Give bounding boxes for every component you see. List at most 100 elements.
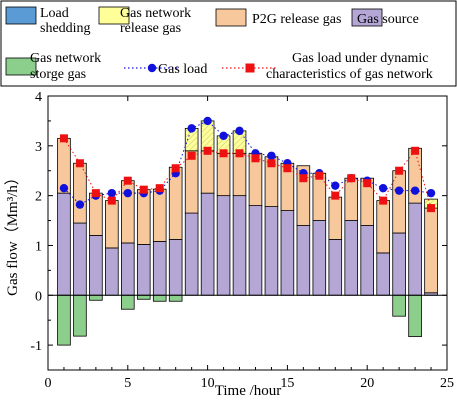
bar-gas-source-t22 <box>392 232 406 296</box>
legend: Load shedding Gas network release gas P2… <box>0 0 457 87</box>
bar-gas-source-t13 <box>248 205 263 296</box>
bar-p2g-release-gas-t19 <box>344 177 359 221</box>
y-tick-label: 4 <box>35 90 42 105</box>
bar-gas-network-storge-gas-t2 <box>73 294 87 337</box>
bar-gas-source-t23 <box>408 202 422 296</box>
point-gas-load-under-dynamic-characteristics-of-gas-network-t10 <box>203 146 212 155</box>
lines-layer <box>59 116 436 213</box>
legend-label-load-shedding-line2: shedding <box>40 21 91 36</box>
x-tick-label: 25 <box>440 376 454 391</box>
x-tick-label: 0 <box>45 376 52 391</box>
point-gas-load-t4 <box>107 188 117 198</box>
legend-label-gas-source: Gas source <box>357 12 419 27</box>
point-gas-load-under-dynamic-characteristics-of-gas-network-t15 <box>283 164 292 173</box>
point-gas-load-under-dynamic-characteristics-of-gas-network-t21 <box>379 196 388 205</box>
bar-gas-source-t21 <box>376 252 390 296</box>
legend-label-network-release-line1: Gas network <box>120 6 191 21</box>
point-gas-load-t10 <box>203 116 212 126</box>
point-gas-load-under-dynamic-characteristics-of-gas-network-t2 <box>75 159 84 168</box>
legend-swatch-p2g <box>215 8 247 27</box>
point-gas-load-t22 <box>394 186 404 195</box>
legend-label-gas-load: Gas load <box>158 62 207 77</box>
bar-gas-source-t4 <box>105 247 119 296</box>
point-gas-load-under-dynamic-characteristics-of-gas-network-t3 <box>91 189 100 198</box>
bar-p2g-release-gas-t17 <box>312 172 327 221</box>
point-gas-load-under-dynamic-characteristics-of-gas-network-t18 <box>331 191 340 200</box>
point-gas-load-under-dynamic-characteristics-of-gas-network-t24 <box>427 204 436 213</box>
bar-gas-network-storge-gas-t1 <box>57 294 71 346</box>
legend-swatch-storage <box>5 57 37 76</box>
point-gas-load-under-dynamic-characteristics-of-gas-network-t22 <box>395 166 404 175</box>
point-gas-load-under-dynamic-characteristics-of-gas-network-t16 <box>299 174 308 183</box>
bar-hatch-network-release-t11 <box>217 135 230 154</box>
bar-p2g-release-gas-t10 <box>200 150 215 194</box>
y-tick-label: -1 <box>30 339 42 354</box>
bar-gas-source-t9 <box>184 212 199 296</box>
legend-swatch-gas-source <box>351 8 383 27</box>
bar-p2g-release-gas-t22 <box>392 170 406 234</box>
bar-p2g-release-gas-t8 <box>168 166 183 240</box>
point-gas-load-under-dynamic-characteristics-of-gas-network-t19 <box>347 174 356 183</box>
bar-gas-source-t15 <box>280 210 295 296</box>
point-gas-load-t18 <box>331 181 340 190</box>
point-gas-load-under-dynamic-characteristics-of-gas-network-t23 <box>411 146 420 155</box>
point-gas-load-under-dynamic-characteristics-of-gas-network-t13 <box>251 154 260 163</box>
bar-gas-source-t5 <box>121 242 135 296</box>
bar-hatch-network-release-t24 <box>424 199 438 209</box>
bar-p2g-release-gas-t7 <box>152 188 167 242</box>
legend-label-storage-line2: storge gas <box>30 67 86 82</box>
x-tick-label: 10 <box>201 376 215 391</box>
bar-gas-source-t12 <box>232 195 247 296</box>
bar-p2g-release-gas-t23 <box>408 147 422 204</box>
bar-gas-source-t6 <box>136 244 151 296</box>
point-gas-load-t12 <box>235 126 244 136</box>
y-tick-label: 3 <box>35 140 42 155</box>
point-gas-load-under-dynamic-characteristics-of-gas-network-t17 <box>315 171 324 180</box>
bar-gas-source-t8 <box>168 239 183 296</box>
y-tick-label: 0 <box>35 289 42 304</box>
bar-hatch-network-release-t12 <box>233 130 246 154</box>
legend-label-dynamic-load-line2: characteristics of gas network <box>266 67 433 82</box>
point-gas-load-t23 <box>410 186 420 195</box>
legend-label-storage-line1: Gas network <box>30 51 101 66</box>
bar-gas-network-storge-gas-t22 <box>392 294 406 317</box>
bar-gas-network-storge-gas-t6 <box>136 294 151 300</box>
y-tick-label: 2 <box>35 190 42 205</box>
y-axis-label: Gas flow（Mm³/h） <box>4 170 21 296</box>
legend-label-dynamic-load-line1: Gas load under dynamic <box>292 51 428 66</box>
axes-layer: -1 0 1 2 3 4 0 5 10 15 20 25 <box>30 90 454 391</box>
bar-gas-network-storge-gas-t8 <box>168 294 183 302</box>
bar-p2g-release-gas-t18 <box>328 196 343 240</box>
bar-p2g-release-gas-t11 <box>216 152 231 197</box>
bars-layer <box>57 120 438 346</box>
bar-p2g-release-gas-t24 <box>424 207 438 294</box>
plot-area-frame <box>47 95 448 371</box>
bar-gas-source-t17 <box>312 220 327 296</box>
legend-label-p2g: P2G release gas <box>252 12 341 27</box>
legend-label-load-shedding-line1: Load <box>40 6 69 21</box>
bar-gas-network-storge-gas-t7 <box>152 294 167 302</box>
point-gas-load-under-dynamic-characteristics-of-gas-network-t5 <box>123 176 132 185</box>
bar-gas-source-t7 <box>152 241 167 296</box>
x-tick-label: 20 <box>360 376 374 391</box>
point-gas-load-t24 <box>426 188 436 198</box>
point-gas-load-under-dynamic-characteristics-of-gas-network-t8 <box>171 164 180 173</box>
x-axis-label: Time /hour <box>215 383 282 399</box>
legend-label-network-release-line2: release gas <box>120 21 181 36</box>
legend-swatch-network-release <box>98 6 130 25</box>
bar-gas-network-storge-gas-t5 <box>121 294 135 310</box>
bar-p2g-release-gas-t6 <box>136 189 151 245</box>
point-gas-load-under-dynamic-characteristics-of-gas-network-t20 <box>363 179 372 188</box>
point-gas-load-under-dynamic-characteristics-of-gas-network-t9 <box>187 151 196 160</box>
point-gas-load-t11 <box>219 131 228 141</box>
bar-gas-network-storge-gas-t23 <box>408 294 422 338</box>
legend-marker-gas-load <box>147 63 157 73</box>
bar-gas-source-t16 <box>296 225 311 296</box>
bar-gas-source-t20 <box>360 225 374 296</box>
point-gas-load-t9 <box>187 124 196 133</box>
bar-p2g-release-gas-t4 <box>105 200 119 249</box>
bar-gas-source-t19 <box>344 220 359 296</box>
bar-gas-network-storge-gas-t3 <box>89 294 103 301</box>
point-gas-load-under-dynamic-characteristics-of-gas-network-t6 <box>139 185 148 194</box>
x-tick-label: 5 <box>124 376 131 391</box>
